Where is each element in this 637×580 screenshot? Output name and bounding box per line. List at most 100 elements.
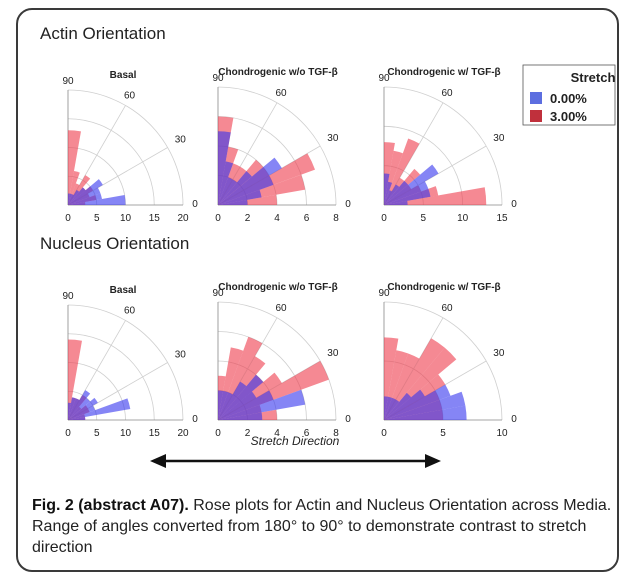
caption-text: Rose plots for Actin and Nucleus Orienta…: [32, 497, 612, 556]
wedge-stretch-0: [218, 391, 257, 420]
rose-plot-4: [67, 304, 184, 421]
radial-tick-label: 2: [245, 428, 251, 439]
wedge-stretch-0: [68, 390, 91, 420]
panel-title: Chondrogenic w/ TGF-β: [387, 282, 500, 293]
radial-tick-label: 5: [94, 213, 100, 224]
radial-tick-label: 6: [304, 428, 310, 439]
wedge-stretch-0: [68, 195, 126, 205]
wedge-stretch-0: [218, 199, 248, 205]
wedge-stretch-0: [384, 405, 467, 420]
grid-arc: [67, 333, 155, 421]
angle-label-90: 90: [62, 76, 74, 87]
wedge-stretch-3: [68, 339, 82, 420]
radial-tick-label: 0: [381, 428, 387, 439]
wedge-stretch-0: [218, 412, 263, 420]
wedge-stretch-0: [384, 396, 393, 420]
wedge-stretch-3: [68, 130, 81, 205]
wedge-stretch-0: [384, 200, 408, 205]
rose-plot-2: [217, 86, 337, 206]
angle-label-60: 60: [275, 303, 287, 314]
angle-label-90: 90: [212, 73, 224, 84]
angle-label-30: 30: [175, 135, 187, 146]
grid-arc: [383, 301, 503, 421]
radial-tick-label: 8: [333, 428, 339, 439]
angle-label-0: 0: [192, 414, 198, 425]
radial-tick-label: 15: [149, 428, 161, 439]
wedge-stretch-0: [384, 164, 439, 205]
angle-label-60: 60: [124, 305, 136, 316]
radial-tick-label: 2: [245, 213, 251, 224]
radial-tick-label: 0: [65, 428, 71, 439]
radial-tick-label: 5: [440, 428, 446, 439]
wedge-stretch-0: [218, 157, 282, 205]
radial-tick-label: 4: [274, 428, 280, 439]
radial-tick-label: 10: [120, 213, 132, 224]
wedge-stretch-0: [68, 193, 102, 205]
grid-spoke: [67, 320, 126, 421]
radial-tick-label: 6: [304, 213, 310, 224]
radial-tick-label: 15: [149, 213, 161, 224]
wedge-stretch-0: [384, 384, 451, 420]
radial-tick-label: 4: [274, 213, 280, 224]
figure-card: Actin Orientation Nucleus Orientation 0 5…: [16, 8, 619, 572]
grid-arc: [217, 301, 337, 421]
angle-label-90: 90: [378, 73, 390, 84]
wedge-stretch-0: [218, 175, 274, 205]
radial-tick-label: 0: [381, 213, 387, 224]
angle-label-0: 0: [345, 414, 351, 425]
wedge-stretch-0: [384, 190, 392, 205]
wedge-stretch-0: [384, 181, 429, 205]
stretch-direction-label: Stretch Direction: [251, 434, 340, 448]
angle-label-60: 60: [124, 90, 136, 101]
wedge-stretch-0: [384, 391, 466, 420]
radial-tick-label: 5: [421, 213, 427, 224]
wedge-stretch-0: [68, 179, 103, 205]
wedge-stretch-0: [68, 417, 86, 420]
wedge-stretch-0: [218, 131, 231, 205]
wedge-stretch-0: [68, 190, 80, 205]
rose-plot-6: [383, 301, 503, 421]
grid-arc: [67, 304, 184, 421]
wedge-stretch-0: [384, 392, 412, 420]
wedge-stretch-0: [218, 389, 306, 420]
wedge-stretch-0: [384, 396, 389, 420]
angle-label-90: 90: [212, 288, 224, 299]
grid-arc: [383, 125, 464, 206]
radial-tick-label: 10: [457, 213, 469, 224]
wedge-stretch-0: [384, 181, 393, 205]
wedge-stretch-0: [68, 405, 96, 420]
wedge-stretch-0: [384, 399, 400, 420]
wedge-stretch-0: [218, 390, 224, 420]
grid-arc: [67, 147, 126, 206]
legend-swatch: [530, 110, 542, 122]
wedge-stretch-0: [218, 390, 229, 420]
grid-arc: [67, 89, 184, 206]
legend-swatch: [530, 92, 542, 104]
wedge-stretch-0: [384, 184, 400, 205]
wedge-stretch-0: [68, 402, 71, 420]
grid-arc: [383, 86, 503, 206]
wedge-stretch-0: [68, 193, 72, 205]
wedge-stretch-0: [384, 180, 409, 205]
wedge-stretch-0: [384, 389, 425, 420]
wedge-stretch-0: [68, 398, 80, 420]
angle-label-60: 60: [441, 303, 453, 314]
legend-label: 3.00%: [550, 109, 587, 124]
wedge-stretch-0: [218, 390, 274, 420]
radial-tick-label: 0: [215, 428, 221, 439]
radial-tick-label: 20: [177, 428, 189, 439]
panel-title: Basal: [110, 70, 137, 81]
wedge-stretch-0: [384, 173, 390, 205]
wedge-stretch-0: [384, 188, 431, 205]
angle-label-30: 30: [327, 348, 339, 359]
legend: [522, 64, 616, 126]
angle-label-90: 90: [62, 291, 74, 302]
figure-caption: Fig. 2 (abstract A07). Rose plots for Ac…: [32, 495, 622, 558]
wedge-stretch-0: [68, 397, 91, 420]
radial-tick-label: 10: [496, 428, 508, 439]
rose-plot-3: [383, 86, 503, 206]
wedge-stretch-0: [218, 161, 234, 205]
panel-title: Chondrogenic w/o TGF-β: [218, 282, 337, 293]
rose-plot-1: [67, 89, 184, 206]
